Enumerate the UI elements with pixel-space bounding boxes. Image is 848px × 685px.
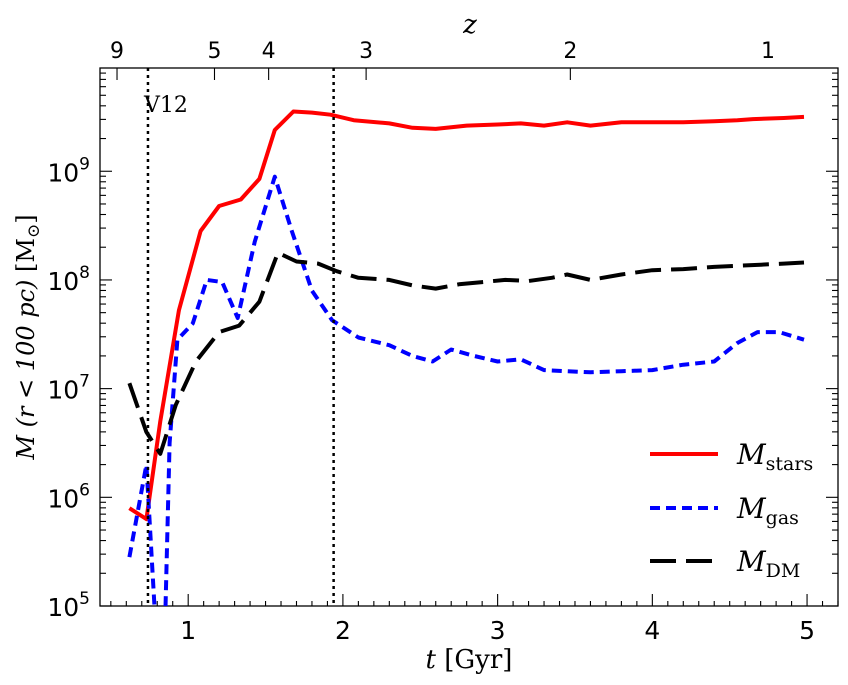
y-tick-label-base: 10 xyxy=(47,267,79,296)
legend-label-sub: gas xyxy=(766,507,799,529)
reference-line-label: V12 xyxy=(143,93,188,118)
x-tick-label: 1 xyxy=(180,616,196,645)
y-tick-label-exp: 5 xyxy=(79,589,90,609)
reference-lines: V12 xyxy=(143,68,335,606)
y-tick-label: 108 xyxy=(47,263,90,296)
z-tick-label: 4 xyxy=(262,39,276,64)
legend-label-main: M xyxy=(736,438,767,471)
top-axis-label: z xyxy=(462,10,477,40)
y-tick-label: 109 xyxy=(47,154,90,187)
y-axis-label-units-close: ] xyxy=(12,214,40,223)
y-axis-label: M (r < 100 pc) [M⊙] xyxy=(12,214,44,460)
y-axis-label-prefix: M (r < 100 pc) xyxy=(12,280,40,461)
legend-label-sub: stars xyxy=(766,453,814,475)
legend-label-main: M xyxy=(736,545,767,578)
legend-label-gas: Mgas xyxy=(736,492,799,529)
x-tick-label: 3 xyxy=(490,616,506,645)
y-axis-label-units-sym: ⊙ xyxy=(24,224,44,238)
x-axis-label: t [Gyr] xyxy=(426,645,513,675)
x-tick-label: 2 xyxy=(335,616,351,645)
legend-label-main: M xyxy=(736,492,767,525)
series-line-DM xyxy=(127,250,805,456)
y-tick-label-base: 10 xyxy=(47,376,79,405)
series-layer xyxy=(127,109,805,606)
legend-label-DM: MDM xyxy=(736,545,800,582)
y-tick-label-base: 10 xyxy=(47,158,79,187)
y-tick-label-exp: 7 xyxy=(79,372,90,392)
y-tick-label-exp: 8 xyxy=(79,263,90,283)
x-tick-label: 5 xyxy=(799,616,815,645)
y-tick-label-base: 10 xyxy=(47,593,79,622)
y-tick-label-exp: 6 xyxy=(79,480,90,500)
x-axis-label-symbol: t xyxy=(426,645,437,675)
z-tick-label: 9 xyxy=(110,39,124,64)
y-tick-label: 106 xyxy=(47,480,90,513)
plot-frame xyxy=(99,67,839,607)
x-tick-label: 4 xyxy=(644,616,660,645)
legend-label-sub: DM xyxy=(766,560,801,582)
y-axis-label-units-open: [M xyxy=(12,238,40,280)
z-tick-label: 1 xyxy=(761,39,775,64)
z-tick-label: 3 xyxy=(359,39,373,64)
z-tick-label: 5 xyxy=(207,39,221,64)
y-tick-label-exp: 9 xyxy=(79,154,90,174)
legend-label-stars: Mstars xyxy=(736,438,813,475)
series-line-gas xyxy=(127,174,805,606)
axis-labels: t [Gyr] z M (r < 100 pc) [M⊙] xyxy=(12,10,512,675)
y-tick-label: 105 xyxy=(47,589,90,622)
y-tick-label-base: 10 xyxy=(47,484,79,513)
y-tick-label: 107 xyxy=(47,372,90,405)
x-axis-label-units: [Gyr] xyxy=(436,645,512,675)
z-tick-label: 2 xyxy=(563,39,577,64)
plot-area xyxy=(99,67,839,607)
series-line-stars xyxy=(128,109,805,522)
